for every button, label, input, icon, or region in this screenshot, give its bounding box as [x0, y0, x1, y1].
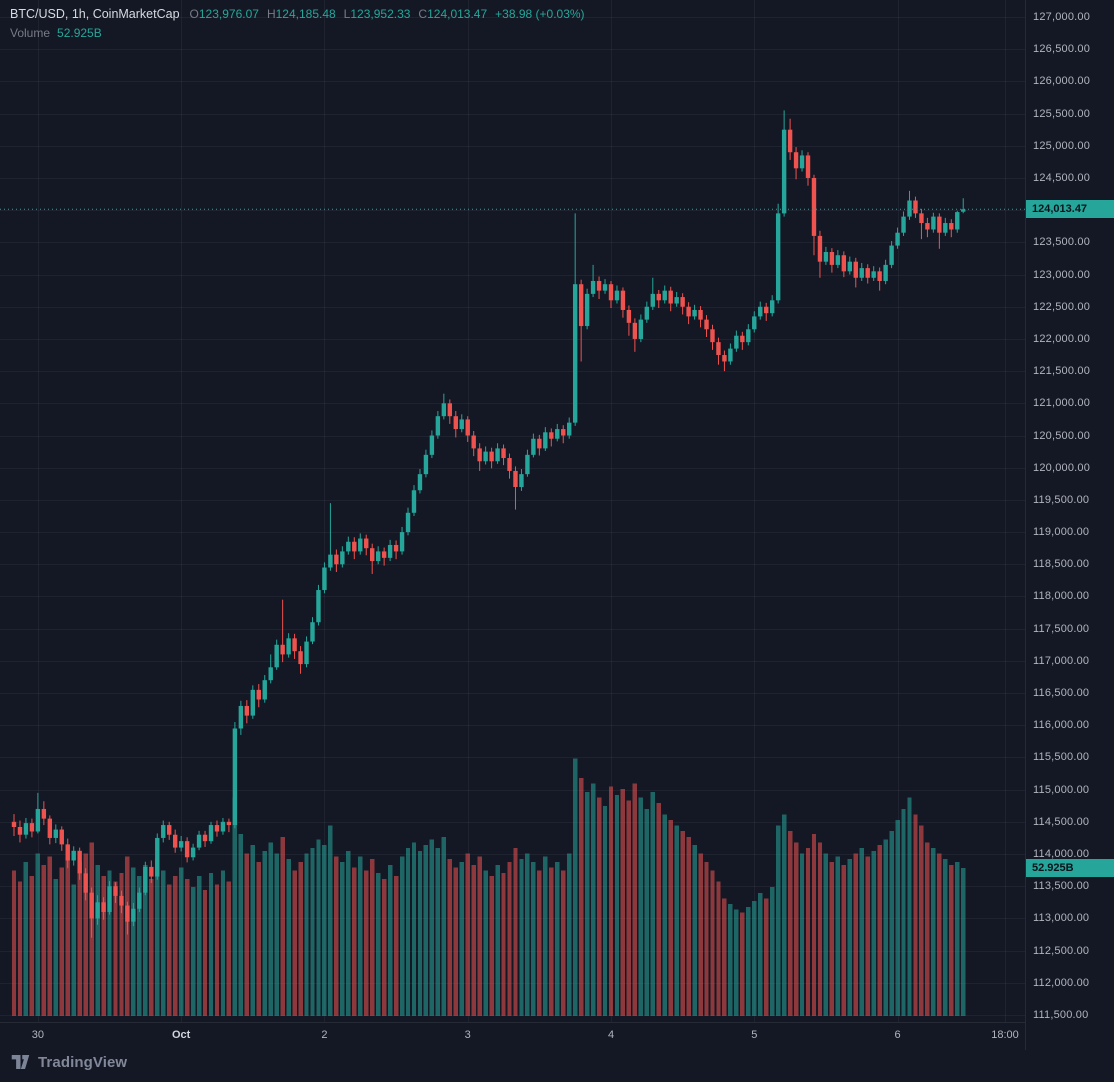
price-tick-label: 126,500.00: [1033, 43, 1091, 56]
price-tick-label: 113,500.00: [1033, 880, 1090, 893]
grid-lines: [0, 0, 1025, 1022]
price-tick-label: 114,000.00: [1033, 848, 1090, 861]
volume-series: [11, 758, 966, 1016]
candlestick-chart[interactable]: [0, 0, 1025, 1022]
time-tick-label: 2: [321, 1029, 328, 1041]
price-tick-label: 119,500.00: [1033, 493, 1090, 506]
source-label[interactable]: CoinMarketCap: [92, 7, 180, 21]
legend-title-row: BTC/USD, 1h, CoinMarketCap O123,976.07 H…: [10, 7, 585, 21]
price-tick-label: 127,000.00: [1033, 11, 1091, 23]
interval-button[interactable]: 1h: [71, 7, 86, 21]
tradingview-icon: [11, 1055, 30, 1069]
symbol-button[interactable]: BTC/USD: [10, 7, 65, 21]
price-tick-label: 121,500.00: [1033, 365, 1091, 378]
price-tick-label: 118,000.00: [1033, 590, 1090, 603]
price-tick-label: 115,000.00: [1033, 783, 1090, 796]
price-tick-label: 122,500.00: [1033, 300, 1091, 313]
price-tick-label: 118,500.00: [1033, 558, 1090, 571]
time-tick-label: 30: [31, 1029, 44, 1041]
price-tick-label: 117,500.00: [1033, 622, 1090, 635]
price-tick-label: 120,000.00: [1033, 461, 1091, 474]
price-tick-label: 122,000.00: [1033, 332, 1091, 345]
price-tick-label: 123,500.00: [1033, 236, 1091, 249]
legend-volume-row: Volume 52.925B: [10, 26, 585, 40]
time-tick-label: Oct: [171, 1029, 191, 1041]
volume-label: Volume: [10, 26, 51, 40]
time-tick-label: 6: [894, 1029, 901, 1041]
price-tick-label: 117,000.00: [1033, 654, 1090, 667]
ohlc-values: O123,976.07 H124,185.48 L123,952.33 C124…: [190, 7, 488, 21]
candle-series: [11, 110, 966, 938]
price-tick-label: 113,000.00: [1033, 912, 1090, 925]
price-tick-label: 114,500.00: [1033, 815, 1090, 828]
price-tick-label: 112,000.00: [1033, 976, 1090, 989]
chart-legend: BTC/USD, 1h, CoinMarketCap O123,976.07 H…: [10, 7, 585, 40]
price-tick-label: 123,000.00: [1033, 268, 1091, 281]
price-tick-label: 112,500.00: [1033, 944, 1090, 957]
current-price-tag: 124,013.47: [1026, 200, 1114, 219]
price-tick-label: 121,000.00: [1033, 397, 1091, 410]
price-tick-label: 124,500.00: [1033, 171, 1091, 184]
price-tick-label: 116,500.00: [1033, 687, 1090, 700]
ohlc-close: C124,013.47: [418, 7, 488, 21]
price-change: +38.98 (+0.03%): [495, 7, 585, 21]
price-tick-label: 125,500.00: [1033, 107, 1091, 120]
separator: ,: [64, 7, 72, 21]
price-tick-label: 125,000.00: [1033, 139, 1091, 152]
price-tick-label: 120,500.00: [1033, 429, 1091, 442]
price-tick-label: 115,500.00: [1033, 751, 1090, 764]
volume-tag: 52.925B: [1026, 858, 1114, 877]
ohlc-high: H124,185.48: [266, 7, 336, 21]
time-tick-label: 18:00: [991, 1029, 1019, 1041]
price-axis[interactable]: 124,013.47 52.925B 127,000.00 126,500.00 1…: [1025, 0, 1114, 1050]
separator: ,: [85, 7, 93, 21]
volume-value: 52.925B: [57, 26, 102, 40]
price-tick-label: 111,500.00: [1033, 1009, 1089, 1021]
price-tick-label: 119,000.00: [1033, 526, 1090, 539]
time-axis[interactable]: 30 Oct 2 3 4 5 6 18:00: [0, 1022, 1025, 1050]
price-tick-label: 116,000.00: [1033, 719, 1090, 732]
price-tick-label: 126,000.00: [1033, 75, 1091, 88]
time-tick-label: 4: [607, 1029, 615, 1041]
tradingview-wordmark: TradingView: [38, 1053, 128, 1071]
ohlc-open: O123,976.07: [189, 7, 259, 21]
tradingview-logo[interactable]: TradingView: [10, 1052, 127, 1072]
ohlc-low: L123,952.33: [343, 7, 411, 21]
time-tick-label: 5: [751, 1029, 758, 1041]
time-tick-label: 3: [464, 1029, 471, 1041]
